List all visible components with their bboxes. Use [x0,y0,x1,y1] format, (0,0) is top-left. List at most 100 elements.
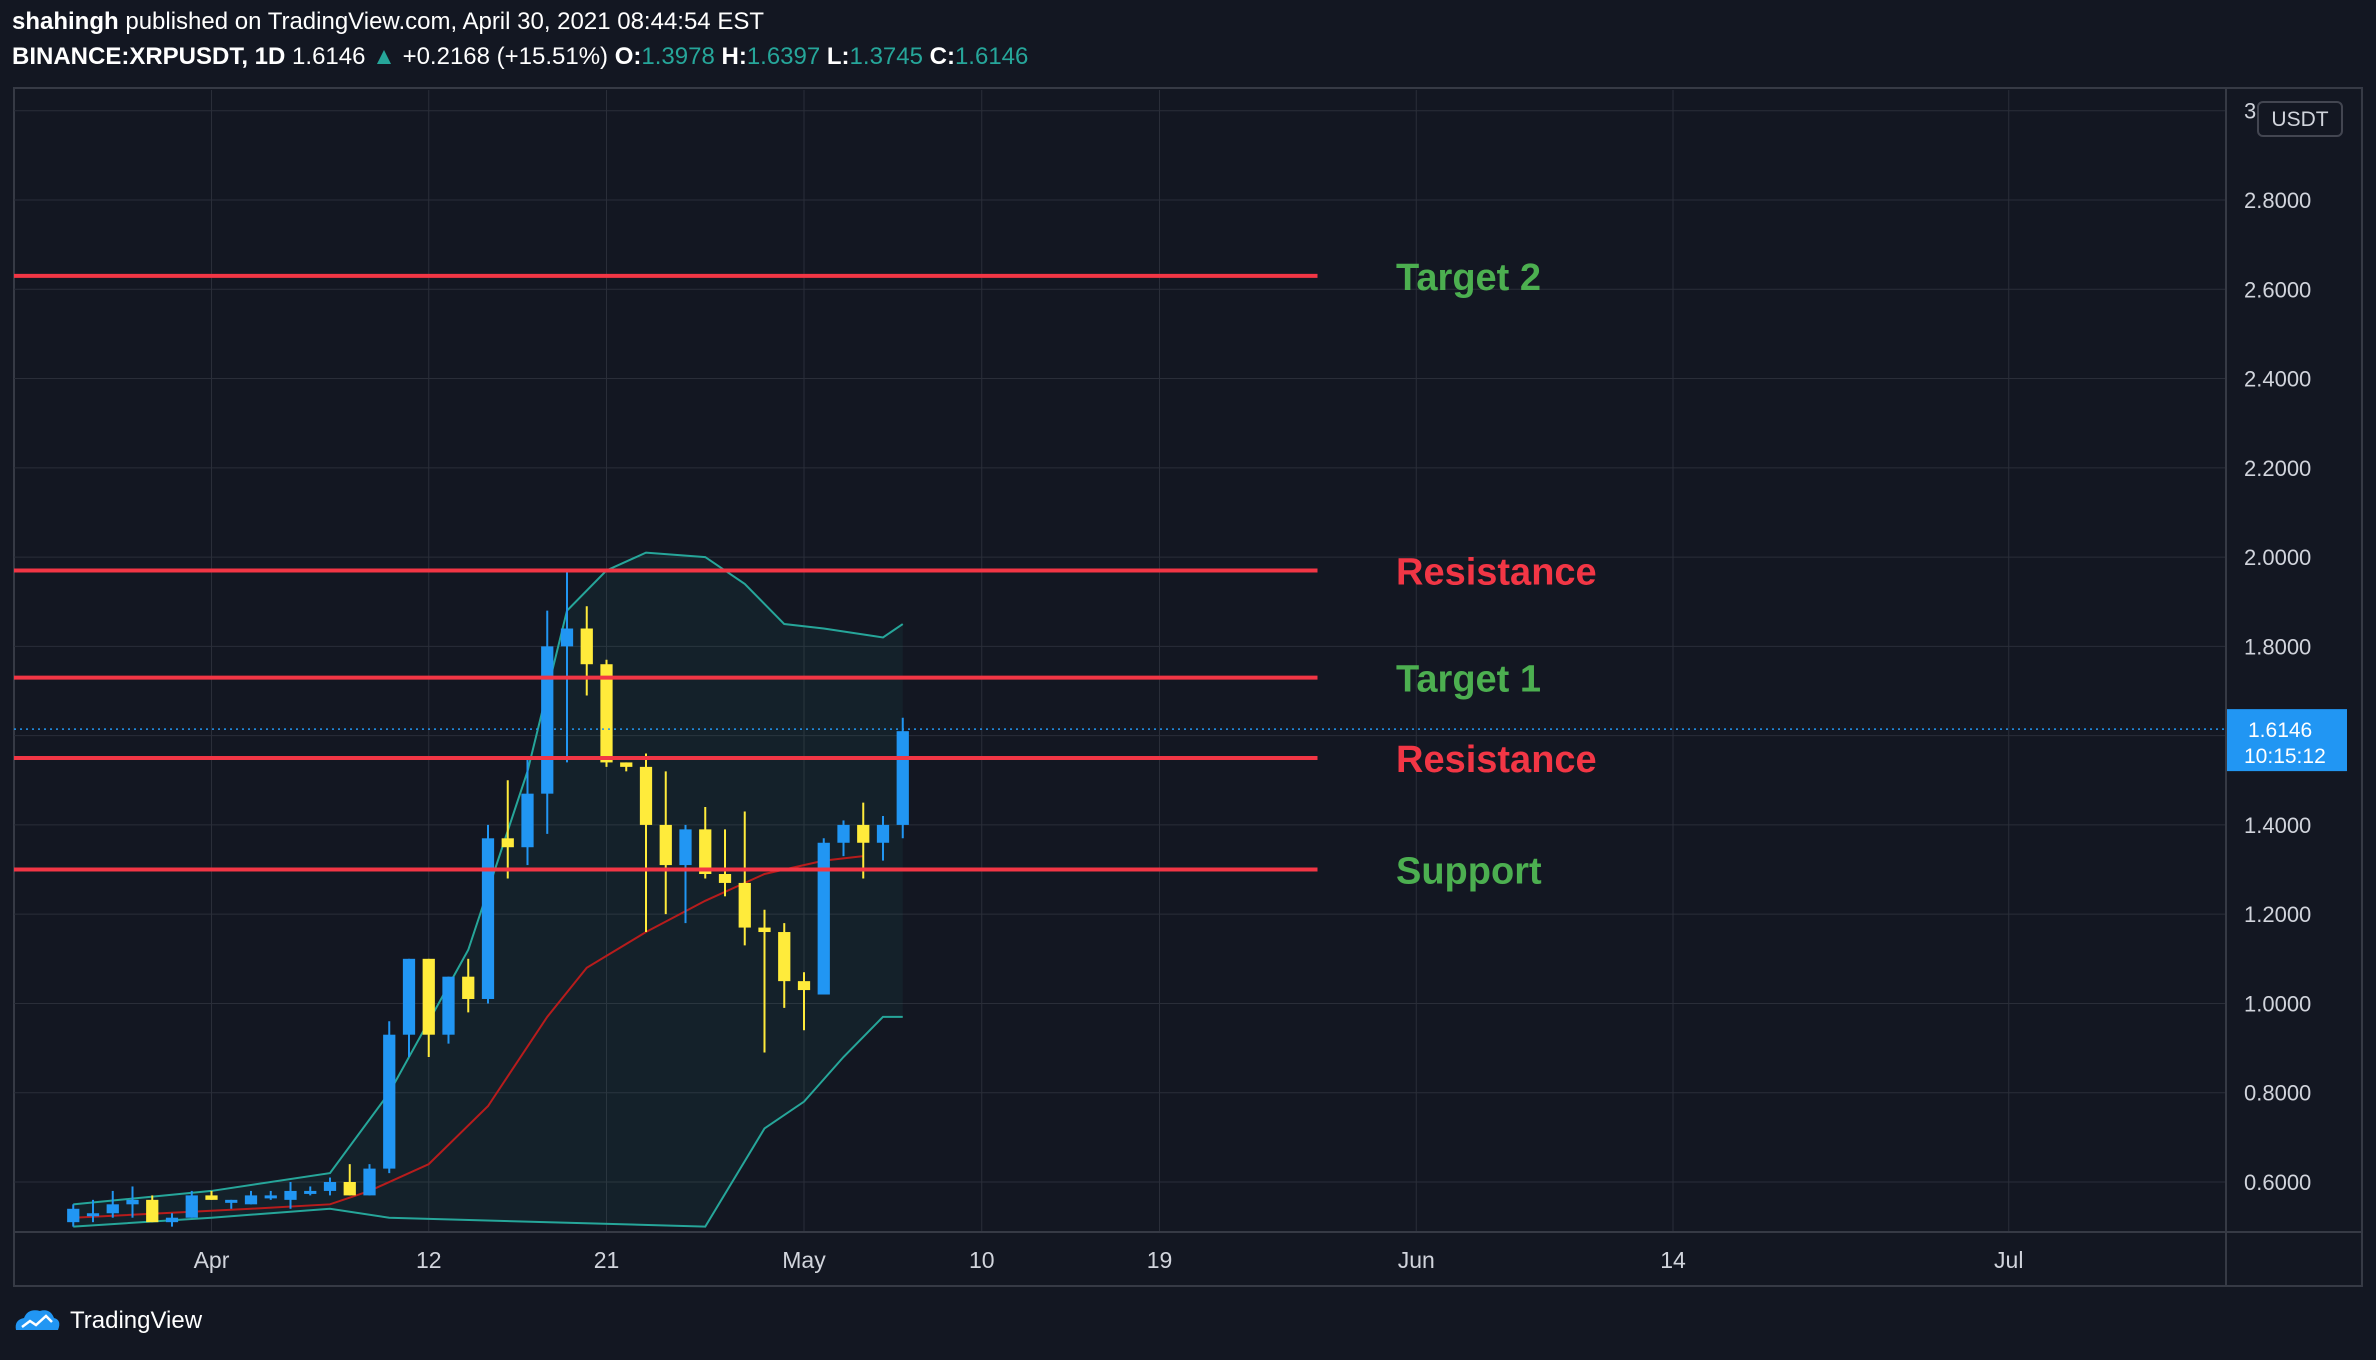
candles [67,570,909,1227]
candle[interactable] [758,909,771,1053]
candle[interactable] [560,570,574,763]
candle-body [521,793,534,848]
candle-body [541,646,554,794]
time-axis[interactable]: Apr 12 21 May 10 19 Jun 14 Jul [14,1231,2362,1273]
candle-body [639,766,653,825]
band-fill [73,552,903,1227]
symbol-label[interactable]: BINANCE:XRPUSDT, 1D [12,43,286,70]
currency-badge[interactable] [2257,101,2343,137]
candle[interactable] [679,824,692,924]
footer: TradingView [12,1306,202,1336]
candle-body [797,981,811,991]
high-label: H: [721,43,747,70]
candle[interactable] [876,815,890,861]
candle[interactable] [323,1177,337,1196]
candle[interactable] [521,757,534,866]
candle[interactable] [126,1186,139,1218]
candle-body [442,976,455,1035]
candle-body [304,1190,317,1194]
x-tick-label: Jun [1398,1247,1435,1273]
candle[interactable] [738,811,751,946]
candle-body [284,1190,297,1200]
candle[interactable] [284,1182,297,1209]
candle[interactable] [106,1190,119,1218]
candle[interactable] [797,972,811,1031]
candle-body [718,874,732,883]
level-label[interactable]: Support [1396,851,1542,893]
candle[interactable] [896,717,909,839]
candle[interactable] [481,824,495,1004]
y-tick-label: 2.8000 [2244,188,2311,213]
candle-body [580,628,593,665]
grid [14,90,2226,1232]
low-value: 1.3745 [849,43,923,70]
x-tick-label: 21 [594,1247,620,1273]
price-axis[interactable]: 0.60000.80001.00001.20001.40001.60001.80… [2225,88,2343,1286]
candle[interactable] [442,976,455,1044]
candle-body [620,762,633,767]
level-label[interactable]: Resistance [1396,739,1597,781]
high-value: 1.6397 [746,43,821,70]
author-name[interactable]: shahingh [12,8,119,35]
candle-body [146,1199,159,1223]
candle-body [86,1213,100,1217]
bollinger-lower-line [73,1015,903,1228]
candle-body [659,824,672,866]
candle[interactable] [699,807,712,879]
x-tick-label: May [782,1247,826,1273]
tradingview-logo-icon[interactable] [12,1306,62,1336]
candle[interactable] [817,838,830,995]
candle[interactable] [462,958,475,1013]
candle[interactable] [225,1199,238,1209]
candle-body [679,829,692,866]
candle[interactable] [165,1213,179,1227]
brand-name[interactable]: TradingView [70,1307,203,1334]
price-change: +0.2168 (+15.51%) [402,43,609,70]
open-label: O: [614,43,642,70]
candle[interactable] [639,753,653,933]
candle[interactable] [86,1199,100,1223]
level-label[interactable]: Target 2 [1396,257,1541,299]
candle[interactable] [304,1186,317,1196]
candle[interactable] [718,829,732,897]
candle[interactable] [422,958,435,1058]
candle[interactable] [837,820,850,857]
candle-body [106,1204,119,1214]
level-label[interactable]: Target 1 [1396,659,1541,701]
candle-body [857,824,870,843]
chart-frame [13,87,2363,1287]
candle[interactable] [659,771,672,915]
candle[interactable] [778,923,791,1008]
candle[interactable] [264,1190,277,1200]
candle-body [817,842,830,995]
level-label[interactable]: Resistance [1396,551,1597,593]
candle[interactable] [857,802,870,879]
candle[interactable] [580,606,593,696]
x-tick-label: Jul [1994,1247,2023,1273]
low-label: L: [826,43,850,70]
candle[interactable] [620,762,633,772]
candle[interactable] [244,1190,258,1205]
y-tick-label: 2.4000 [2244,367,2311,392]
y-tick-label: 1.4000 [2244,813,2311,838]
candle-body [758,927,771,933]
candle-body [343,1182,356,1196]
y-tick-label: 2.6000 [2244,277,2311,302]
candle[interactable] [343,1164,356,1196]
candle-body [67,1208,80,1223]
candle[interactable] [501,780,514,879]
candle[interactable] [383,1021,396,1174]
candle-body [422,958,435,1035]
price-chart[interactable]: Target 2 Resistance Target 1 Resistance Supp… [0,0,2376,1300]
candle[interactable] [67,1204,80,1227]
candle[interactable] [146,1195,159,1223]
candle-body [323,1182,337,1191]
candle[interactable] [402,958,416,1058]
candle[interactable] [185,1190,198,1218]
candle-body [185,1195,198,1218]
candle[interactable] [205,1190,218,1200]
countdown-label: 10:15:12 [2244,745,2326,768]
candle[interactable] [363,1164,376,1196]
candle-body [876,824,890,843]
candle-body [501,838,514,848]
